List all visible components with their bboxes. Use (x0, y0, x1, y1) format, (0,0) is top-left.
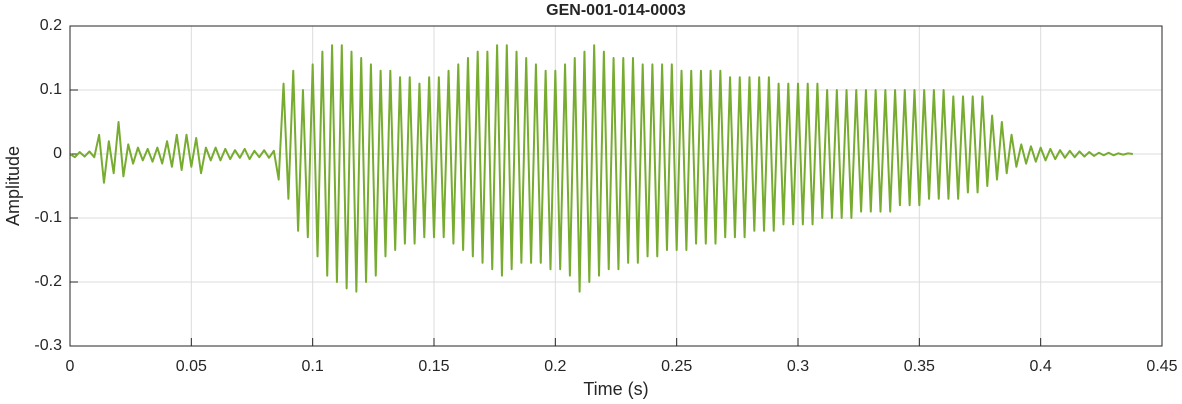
x-tick-label: 0 (66, 358, 75, 375)
y-tick-label: -0.1 (34, 209, 62, 226)
y-tick-label: 0 (53, 145, 62, 162)
y-tick-label: 0.1 (40, 81, 62, 98)
x-tick-label: 0.05 (176, 358, 207, 375)
x-tick-label: 0.35 (904, 358, 935, 375)
y-tick-label: -0.3 (34, 337, 62, 354)
y-tick-label: 0.2 (40, 17, 62, 34)
plot-border (69, 25, 1163, 347)
x-tick-label: 0.15 (418, 358, 449, 375)
x-tick-label: 0.3 (787, 358, 809, 375)
x-tick-label: 0.1 (302, 358, 324, 375)
x-tick-label: 0.45 (1146, 358, 1177, 375)
x-tick-label: 0.2 (544, 358, 566, 375)
chart-title: GEN-001-014-0003 (546, 2, 686, 19)
x-axis-label: Time (s) (583, 379, 648, 399)
x-tick-label: 0.4 (1030, 358, 1052, 375)
y-axis-label: Amplitude (3, 146, 23, 226)
y-tick-label: -0.2 (34, 273, 62, 290)
waveform-line (69, 44, 1134, 293)
x-tick-label: 0.25 (661, 358, 692, 375)
